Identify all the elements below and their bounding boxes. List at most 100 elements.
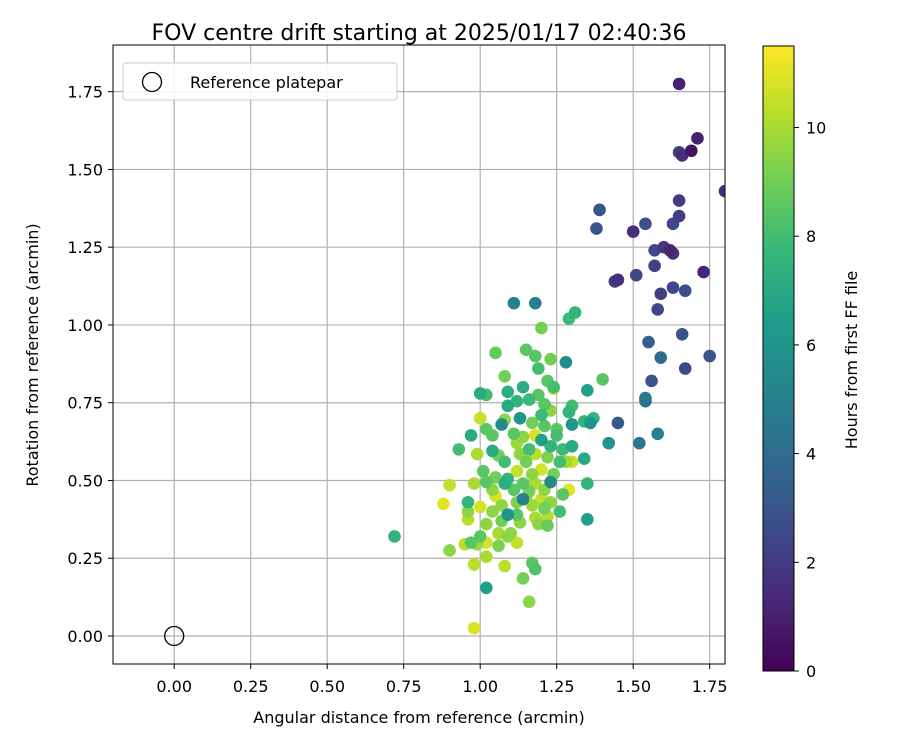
data-point: [596, 373, 609, 386]
data-point: [663, 243, 677, 257]
data-point: [541, 519, 554, 532]
data-point: [703, 349, 716, 363]
colorbar-tick-label: 6: [806, 336, 816, 355]
data-point: [519, 343, 533, 357]
data-point: [568, 306, 582, 319]
data-point: [559, 355, 573, 369]
data-point: [464, 429, 478, 442]
data-point: [522, 595, 536, 609]
data-point: [495, 418, 508, 431]
data-point: [473, 411, 487, 425]
data-point: [541, 450, 554, 464]
legend-marker-icon: [141, 71, 163, 93]
data-point: [452, 443, 466, 456]
data-point: [672, 77, 686, 91]
y-tick-label: 1.25: [67, 238, 103, 257]
data-point: [651, 303, 664, 316]
data-point: [528, 562, 542, 576]
data-points: [388, 77, 725, 635]
x-tick-label: 1.25: [539, 677, 575, 696]
data-point: [544, 475, 557, 489]
data-point: [486, 505, 499, 518]
data-point: [486, 444, 499, 458]
data-point: [510, 536, 524, 549]
data-point: [626, 225, 640, 238]
data-point: [528, 349, 542, 363]
x-tick-label: 0.25: [233, 677, 269, 696]
data-point: [602, 436, 616, 450]
data-point: [565, 418, 579, 431]
legend-label: Reference platepar: [190, 73, 343, 92]
data-point: [685, 144, 698, 158]
data-point: [492, 539, 505, 553]
data-point: [697, 265, 710, 279]
x-tick-label: 0.75: [386, 677, 422, 696]
data-point: [510, 508, 524, 521]
colorbar-tick-label: 4: [806, 445, 816, 464]
data-point: [516, 492, 530, 506]
legend-box: [122, 62, 398, 101]
x-axis-label: Angular distance from reference (arcmin): [253, 708, 584, 727]
y-tick-label: 0.75: [67, 394, 103, 413]
colorbar-label: Hours from first FF file: [842, 271, 861, 450]
data-point: [516, 380, 530, 394]
data-point: [480, 550, 493, 563]
legend: Reference platepar: [122, 62, 398, 101]
data-point: [645, 374, 658, 388]
data-point: [581, 477, 594, 490]
x-axis-ticks: 0.00 0.25 0.50 0.75 1.00 1.25 1.50 1.75: [156, 664, 728, 696]
x-tick-label: 1.75: [692, 677, 728, 696]
y-tick-label: 1.50: [67, 160, 103, 179]
data-point: [666, 281, 680, 294]
data-point: [525, 416, 539, 430]
data-point: [678, 284, 692, 298]
plot-frame: [112, 44, 726, 665]
data-point: [590, 222, 603, 235]
data-point: [639, 217, 652, 231]
data-point: [507, 483, 521, 497]
data-point: [486, 429, 499, 442]
data-point: [498, 455, 511, 469]
data-point: [532, 362, 545, 375]
data-point: [388, 530, 401, 543]
x-tick-label: 1.50: [615, 677, 651, 696]
data-point: [443, 544, 456, 557]
data-point: [528, 296, 542, 310]
data-point: [577, 452, 591, 466]
data-point: [437, 497, 450, 511]
data-point: [584, 416, 597, 430]
y-tick-label: 0.25: [67, 549, 103, 568]
data-point: [556, 488, 570, 501]
data-point: [495, 499, 508, 512]
data-point: [476, 464, 490, 478]
data-point: [535, 408, 548, 422]
data-point: [525, 499, 539, 512]
data-point: [467, 558, 481, 571]
data-point: [501, 399, 515, 413]
data-point: [633, 436, 646, 450]
data-point: [516, 572, 530, 585]
data-point: [544, 352, 557, 366]
data-point: [611, 416, 625, 430]
data-point: [510, 464, 524, 478]
data-point: [629, 268, 643, 282]
data-point: [581, 383, 594, 397]
data-point: [473, 530, 487, 543]
data-point: [501, 508, 515, 521]
x-tick-label: 0.00: [156, 677, 192, 696]
data-point: [538, 502, 551, 515]
data-point: [498, 559, 511, 573]
y-axis-label: Rotation from reference (arcmin): [23, 223, 42, 486]
chart-title: FOV centre drift starting at 2025/01/17 …: [152, 21, 687, 46]
data-point: [461, 495, 475, 509]
data-point: [467, 477, 481, 490]
y-tick-label: 1.00: [67, 316, 103, 335]
x-tick-label: 1.00: [462, 677, 498, 696]
y-tick-label: 0.00: [67, 627, 103, 646]
data-point: [648, 259, 661, 273]
data-point: [550, 429, 563, 442]
data-point: [489, 346, 502, 360]
data-point: [651, 427, 664, 441]
data-point: [443, 478, 456, 492]
